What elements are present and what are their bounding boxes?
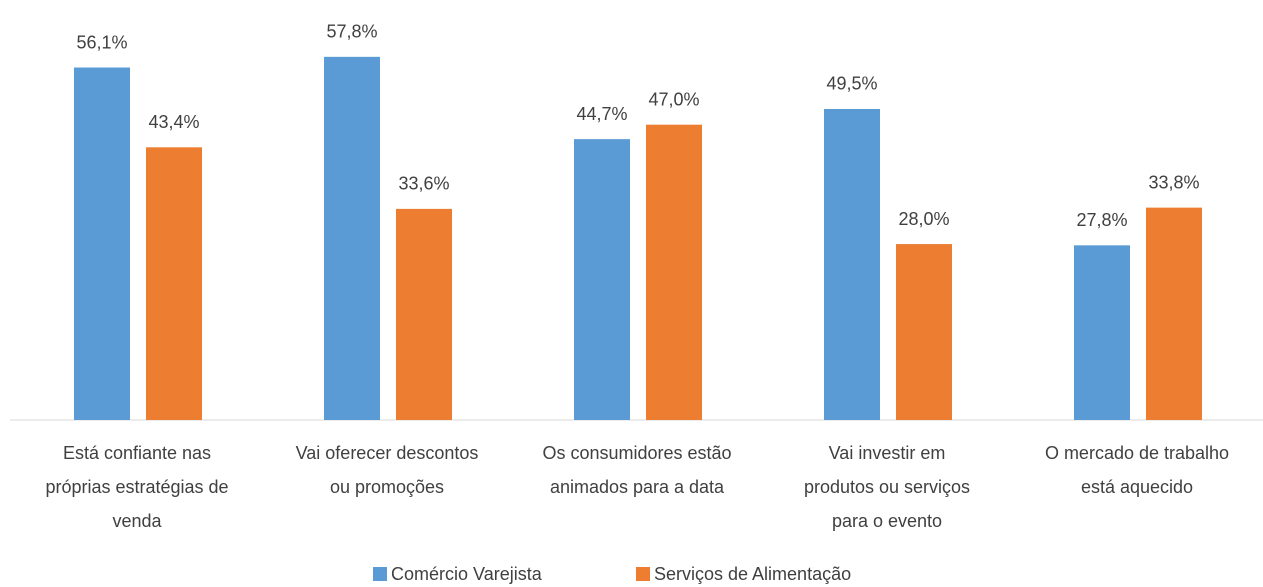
bar [1074,245,1130,420]
x-tick-label: Vai oferecer descontos ou promoções [295,443,479,497]
legend-label: Comércio Varejista [391,564,543,584]
legend-label: Serviços de Alimentação [654,564,851,584]
x-tick-label: Está confiante nas próprias estratégias … [45,443,229,531]
data-label: 43,4% [148,112,199,132]
bar [574,139,630,420]
bar [396,208,452,420]
data-label: 33,6% [398,174,449,194]
bar [146,147,202,420]
data-label: 33,8% [1148,172,1199,192]
data-label: 27,8% [1076,210,1127,230]
x-tick-label: Os consumidores estão animados para a da… [542,443,732,497]
data-label: 28,0% [898,209,949,229]
x-tick-label: Vai investir em produtos ou serviços par… [803,443,971,531]
data-label: 44,7% [576,104,627,124]
bar [646,124,702,420]
bar [324,56,380,420]
x-tick-label: O mercado de trabalho está aquecido [1044,443,1230,497]
data-label: 57,8% [326,22,377,42]
legend-swatch [636,567,650,581]
bar [896,244,952,420]
bar [1146,207,1202,420]
legend-swatch [373,567,387,581]
bar [74,67,130,420]
data-label: 56,1% [76,32,127,52]
bar [824,108,880,420]
data-label: 49,5% [826,74,877,94]
data-label: 47,0% [648,89,699,109]
